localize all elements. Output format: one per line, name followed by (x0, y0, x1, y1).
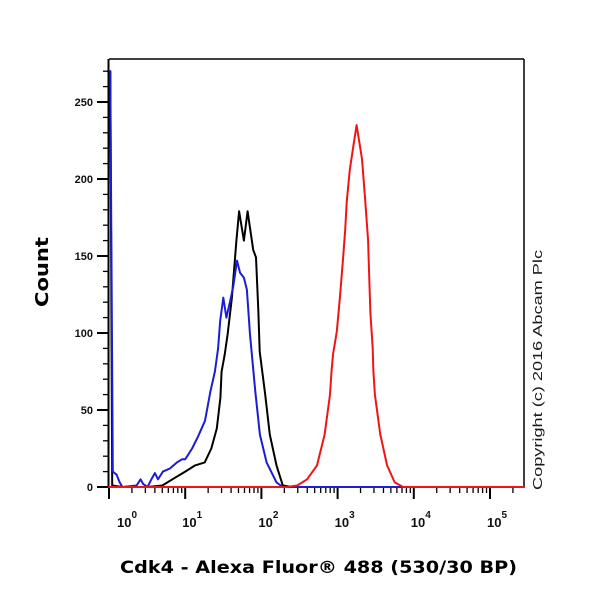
histogram-trace-blue (109, 70, 526, 488)
x-tick-base: 10 (487, 515, 501, 530)
y-tick-label: 200 (75, 174, 93, 186)
x-axis-ticks: 100 101 102 103 104 105 (108, 487, 514, 530)
x-tick-exponent: 2 (273, 510, 279, 521)
x-axis-title: Cdk4 - Alexa Fluor® 488 (530/30 BP) (120, 558, 517, 578)
x-tick-label: 104 (411, 510, 431, 530)
y-tick-label: 50 (81, 405, 93, 417)
x-tick-exponent: 1 (197, 510, 203, 521)
histogram-trace-red (108, 124, 526, 488)
plot-frame (107, 58, 525, 488)
x-tick-base: 10 (258, 515, 272, 530)
x-tick-label: 103 (335, 510, 355, 530)
y-tick-label: 0 (87, 482, 93, 494)
plot-area (108, 70, 526, 488)
y-tick-label: 250 (75, 97, 93, 109)
x-tick-base: 10 (411, 515, 425, 530)
x-tick-base: 10 (335, 515, 349, 530)
x-tick-exponent: 3 (349, 510, 355, 521)
histogram-trace-black (109, 70, 526, 488)
x-tick-base: 10 (117, 515, 131, 530)
x-tick-exponent: 0 (131, 510, 137, 521)
y-axis-ticks: 0 50 100 150 200 250 (75, 70, 109, 494)
y-axis-title: Count (32, 237, 53, 307)
x-tick-label: 100 (117, 510, 137, 530)
copyright-notice: Copyright (c) 2016 Abcam Plc (530, 249, 545, 490)
x-tick-exponent: 4 (425, 510, 431, 521)
x-tick-exponent: 5 (501, 510, 507, 521)
x-tick-label: 102 (258, 510, 278, 530)
x-tick-label: 101 (182, 510, 202, 530)
x-tick-label: 105 (487, 510, 507, 530)
y-tick-label: 150 (75, 251, 93, 263)
y-tick-label: 100 (75, 328, 93, 340)
x-tick-base: 10 (182, 515, 196, 530)
